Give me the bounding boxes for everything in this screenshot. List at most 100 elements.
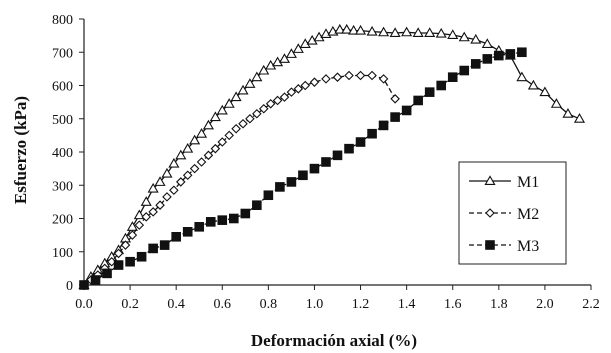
legend-item-m2: M2 [469,206,539,223]
data-point-m2 [258,103,269,114]
data-point-m3 [217,215,228,225]
data-point-m1 [133,209,145,220]
data-point-m3 [136,251,147,262]
data-point-m2 [272,95,283,106]
data-point-m3 [482,54,493,64]
x-tick-label: 0.8 [260,297,278,312]
x-tick-label: 2.0 [536,297,554,312]
data-point-m1 [573,113,586,123]
series-line-m2 [83,74,396,286]
data-point-m2 [120,240,131,250]
data-point-m1 [348,24,360,35]
data-point-m1 [341,23,353,34]
data-point-m2 [309,77,320,87]
data-point-m1 [168,157,180,168]
y-axis-title: Esfuerzo (kPa) [11,96,30,204]
x-axis-title: Deformación axial (%) [251,331,417,350]
data-point-m1 [285,48,297,58]
data-point-m2 [196,157,207,167]
data-point-m3 [125,256,135,267]
data-point-m3 [390,112,400,122]
data-point-m1 [424,27,436,37]
series-m3 [79,47,527,290]
data-point-m3 [252,200,262,210]
data-point-m3 [79,280,89,290]
data-point-m3 [332,150,343,161]
data-point-m3 [194,222,205,232]
x-tick-label: 2.2 [582,297,600,312]
data-point-m2 [217,137,228,147]
data-point-m1 [378,26,390,37]
data-point-m1 [334,23,346,34]
data-point-m1 [550,98,562,108]
data-point-m3 [309,163,320,174]
legend: M1 M2 M3 [458,161,567,265]
legend-label: M3 [517,238,539,255]
data-point-m2 [113,248,124,259]
data-point-m2 [127,230,138,240]
data-point-m1 [470,33,482,44]
data-point-m3 [321,157,331,167]
data-point-m1 [435,27,447,38]
data-point-m1 [216,104,228,115]
data-point-m1 [140,196,152,206]
data-point-m2 [286,87,297,97]
data-point-m3 [159,240,170,250]
data-point-m1 [458,31,470,42]
data-point-m1 [189,134,201,145]
data-point-m1 [516,71,528,82]
data-point-m2 [367,70,377,81]
data-point-m1 [292,43,304,53]
data-point-m1 [562,108,574,118]
legend-item-m3: M3 [469,238,539,255]
data-point-m3 [505,49,516,59]
x-tick-label: 0.2 [121,297,139,312]
data-point-m3 [286,177,297,187]
data-point-m1 [230,91,242,102]
data-point-m2 [148,207,158,217]
data-point-m1 [147,182,159,193]
data-point-m2 [252,108,262,119]
data-point-m3 [378,120,389,131]
data-point-m3 [494,50,504,61]
data-point-m2 [332,72,343,82]
legend-box [458,161,567,265]
data-point-m1 [258,64,270,75]
data-point-m1 [481,38,493,48]
data-point-m1 [161,167,173,178]
data-point-m1 [401,26,413,37]
data-point-m1 [251,71,263,82]
data-point-m3 [240,208,251,219]
y-tick-label: 200 [52,213,73,228]
data-point-m1 [244,78,256,88]
data-point-m2 [176,177,186,187]
data-point-m2 [162,192,172,202]
series-m1 [78,23,586,290]
data-point-m1 [389,27,401,37]
data-point-m3 [344,143,354,154]
data-point-m3 [424,87,435,97]
data-point-m2 [378,74,389,84]
data-point-m1 [278,53,291,63]
y-tick-label: 300 [52,179,73,194]
series-m2 [79,70,400,290]
data-point-m1 [354,24,367,35]
data-point-m3 [470,59,481,69]
x-tick-label: 1.2 [352,297,370,312]
data-point-m2 [279,92,290,102]
data-point-m3 [228,213,239,224]
x-tick-label: 0.0 [75,297,93,312]
data-point-m2 [321,74,331,84]
data-point-m2 [169,185,179,196]
data-point-m3 [517,47,527,58]
data-point-m2 [224,130,234,141]
data-point-m1 [182,142,194,153]
data-point-m3 [182,227,193,237]
data-point-m2 [155,200,165,210]
y-tick-label: 600 [52,80,73,95]
data-point-m2 [355,70,366,81]
legend-marker [484,175,496,185]
data-point-m3 [413,95,423,106]
y-tick-label: 100 [52,246,73,261]
